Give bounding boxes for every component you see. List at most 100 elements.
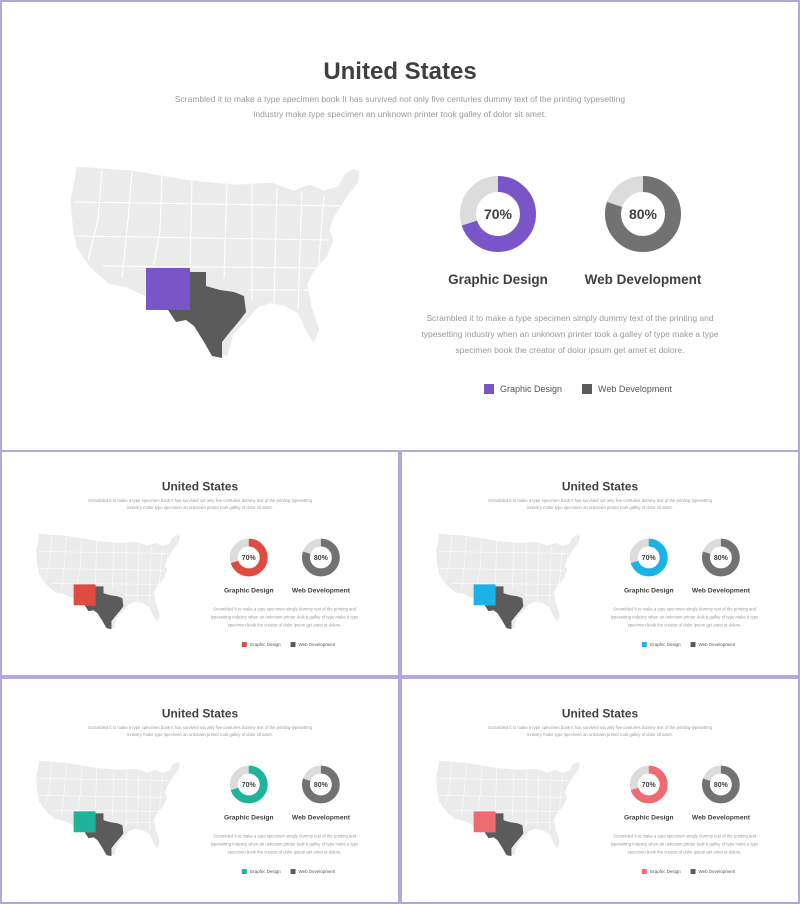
texas-state (84, 586, 124, 630)
description-line: typesetting industry when an unknown pri… (610, 841, 759, 847)
donut-percent: 80% (314, 555, 328, 562)
legend-label: Graphic Design (249, 869, 281, 875)
state-borders (37, 762, 178, 833)
legend-swatch (484, 384, 494, 394)
description: Scrambled it to make a type specimen sim… (601, 605, 768, 629)
subtitle-line: Scrambled it to make a type specimen boo… (487, 497, 713, 503)
us-mainland-outline (435, 760, 581, 856)
legend: Graphic Design Web Development (641, 642, 736, 648)
legend-swatch (641, 642, 647, 648)
subtitle-line: industry make type specimen an unknown p… (527, 505, 673, 511)
web-development-donut: 80% (605, 176, 681, 252)
legend: Graphic Design Web Development (641, 869, 736, 875)
subtitle-line: industry make type specimen an unknown p… (127, 732, 273, 738)
graphic-design-label: Graphic Design (223, 586, 274, 594)
legend-swatch (241, 642, 247, 648)
slide-content: United States Scrambled it to make a typ… (2, 2, 798, 450)
description-line: Scrambled it to make a type specimen sim… (213, 606, 357, 612)
legend-item-graphic-design: Graphic Design (641, 869, 681, 875)
us-map (35, 533, 181, 630)
state-borders (437, 762, 578, 833)
graphic-design-label: Graphic Design (223, 813, 274, 821)
description-line: typesetting industry when an unknown pri… (210, 841, 359, 847)
slide-subtitle: Scrambled it to make a type specimen boo… (62, 497, 339, 512)
legend-item-graphic-design: Graphic Design (241, 869, 281, 875)
web-development-donut: 80% (301, 538, 340, 577)
subtitle-line: industry make type specimen an unknown p… (253, 109, 547, 119)
description: Scrambled it to make a type specimen sim… (402, 310, 738, 358)
new-mexico-state (473, 584, 496, 606)
slide-main: United States Scrambled it to make a typ… (2, 2, 798, 450)
graphic-design-label: Graphic Design (623, 813, 674, 821)
legend-label: Web Development (598, 384, 672, 394)
state-borders (73, 169, 355, 311)
donut-value-arc (605, 176, 681, 252)
graphic-design-label: Graphic Design (448, 272, 548, 287)
legend-label: Web Development (298, 642, 336, 648)
texas-state (484, 586, 524, 630)
us-map (35, 760, 181, 857)
description: Scrambled it to make a type specimen sim… (601, 832, 768, 856)
subtitle-line: Scrambled it to make a type specimen boo… (87, 724, 313, 730)
legend-item-graphic-design: Graphic Design (641, 642, 681, 648)
slide-thumb-blue: United States Scrambled it to make a typ… (402, 452, 798, 675)
texas-state (484, 813, 524, 857)
description-line: Scrambled it to make a type specimen sim… (426, 313, 714, 323)
slide-content: United States Scrambled it to make a typ… (2, 679, 398, 902)
texas-state (84, 813, 124, 857)
us-map (69, 165, 361, 358)
description-line: specimen book the creator of dolor ipsum… (627, 622, 742, 628)
slide-subtitle: Scrambled it to make a type specimen boo… (62, 724, 339, 739)
donut-value-arc (629, 538, 668, 577)
legend-swatch (690, 642, 696, 648)
description-line: specimen book the creator of dolor ipsum… (227, 622, 342, 628)
web-development-donut: 80% (701, 765, 740, 804)
web-development-donut: 80% (301, 765, 340, 804)
legend-swatch (641, 869, 647, 875)
description-line: typesetting industry when an unknown pri… (421, 329, 719, 339)
new-mexico-state (146, 268, 190, 310)
description-line: specimen book the creator of dolor ipsum… (455, 345, 685, 355)
legend-label: Web Development (698, 642, 736, 648)
description-line: Scrambled it to make a type specimen sim… (613, 833, 757, 839)
legend-item-web-development: Web Development (690, 869, 736, 875)
legend-label: Graphic Design (649, 642, 681, 648)
subtitle-line: Scrambled it to make a type specimen boo… (87, 497, 313, 503)
slide-content: United States Scrambled it to make a typ… (402, 679, 798, 902)
donut-value-arc (701, 538, 740, 577)
donut-percent: 80% (714, 555, 728, 562)
description: Scrambled it to make a type specimen sim… (201, 832, 368, 856)
us-mainland-outline (35, 533, 181, 629)
slide-thumb-pink: United States Scrambled it to make a typ… (402, 679, 798, 902)
us-map (435, 533, 581, 630)
slide-subtitle: Scrambled it to make a type specimen boo… (122, 92, 678, 122)
legend: Graphic Design Web Development (241, 869, 335, 875)
legend-label: Web Development (698, 869, 736, 875)
slide-title: United States (161, 706, 239, 721)
web-development-label: Web Development (291, 586, 350, 594)
legend-label: Graphic Design (649, 869, 681, 875)
donut-value-arc (301, 538, 340, 577)
description-line: typesetting industry when an unknown pri… (210, 614, 359, 620)
donut-percent: 70% (242, 555, 256, 562)
legend-item-web-development: Web Development (690, 642, 736, 648)
web-development-label: Web Development (691, 586, 750, 594)
donut-percent: 80% (629, 206, 658, 222)
legend-swatch (582, 384, 593, 394)
legend-swatch (241, 869, 247, 875)
slide-content: United States Scrambled it to make a typ… (402, 452, 798, 675)
slide-title: United States (161, 479, 239, 494)
legend-swatch (290, 642, 296, 648)
slide-subtitle: Scrambled it to make a type specimen boo… (462, 724, 739, 739)
donut-value-arc (301, 765, 340, 804)
new-mexico-state (73, 584, 96, 606)
slide-thumb-teal: United States Scrambled it to make a typ… (2, 679, 398, 902)
slide-title: United States (561, 479, 639, 494)
description-line: specimen book the creator of dolor ipsum… (627, 849, 742, 855)
web-development-label: Web Development (291, 813, 350, 821)
donut-percent: 80% (314, 782, 328, 789)
description-line: typesetting industry when an unknown pri… (610, 614, 759, 620)
subtitle-line: Scrambled it to make a type specimen boo… (174, 94, 626, 104)
state-borders (437, 535, 578, 606)
donut-value-arc (701, 765, 740, 804)
